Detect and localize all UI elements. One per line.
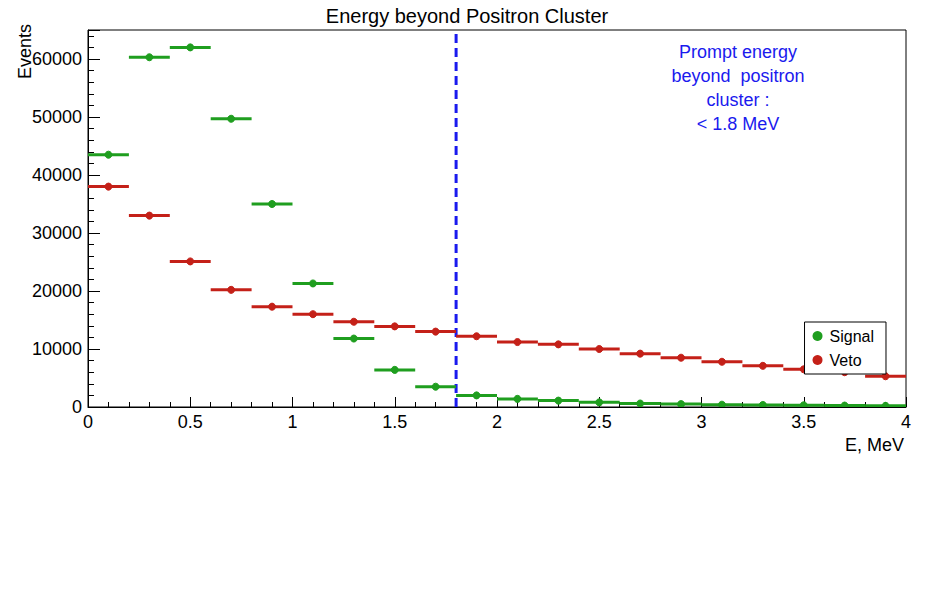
svg-text:50000: 50000 bbox=[32, 107, 82, 127]
svg-text:10000: 10000 bbox=[32, 339, 82, 359]
svg-text:0: 0 bbox=[72, 397, 82, 417]
svg-text:1: 1 bbox=[287, 412, 297, 432]
svg-text:4: 4 bbox=[901, 412, 911, 432]
svg-text:Veto: Veto bbox=[830, 352, 862, 369]
svg-text:20000: 20000 bbox=[32, 281, 82, 301]
svg-text:E, MeV: E, MeV bbox=[845, 435, 904, 455]
svg-text:0.5: 0.5 bbox=[178, 412, 203, 432]
svg-text:40000: 40000 bbox=[32, 165, 82, 185]
svg-text:30000: 30000 bbox=[32, 223, 82, 243]
svg-text:beyond positron: beyond positron bbox=[671, 66, 804, 86]
svg-text:0: 0 bbox=[83, 412, 93, 432]
svg-text:2.5: 2.5 bbox=[587, 412, 612, 432]
svg-text:Prompt energy: Prompt energy bbox=[679, 42, 797, 62]
svg-text:cluster :: cluster : bbox=[706, 90, 769, 110]
svg-text:2: 2 bbox=[492, 412, 502, 432]
svg-text:< 1.8 MeV: < 1.8 MeV bbox=[697, 114, 780, 134]
svg-text:Energy beyond Positron Cluster: Energy beyond Positron Cluster bbox=[326, 5, 609, 27]
svg-text:1.5: 1.5 bbox=[382, 412, 407, 432]
svg-text:3.5: 3.5 bbox=[791, 412, 816, 432]
svg-text:Events: Events bbox=[15, 24, 35, 79]
svg-text:60000: 60000 bbox=[32, 49, 82, 69]
svg-text:3: 3 bbox=[696, 412, 706, 432]
svg-text:Signal: Signal bbox=[830, 328, 874, 345]
